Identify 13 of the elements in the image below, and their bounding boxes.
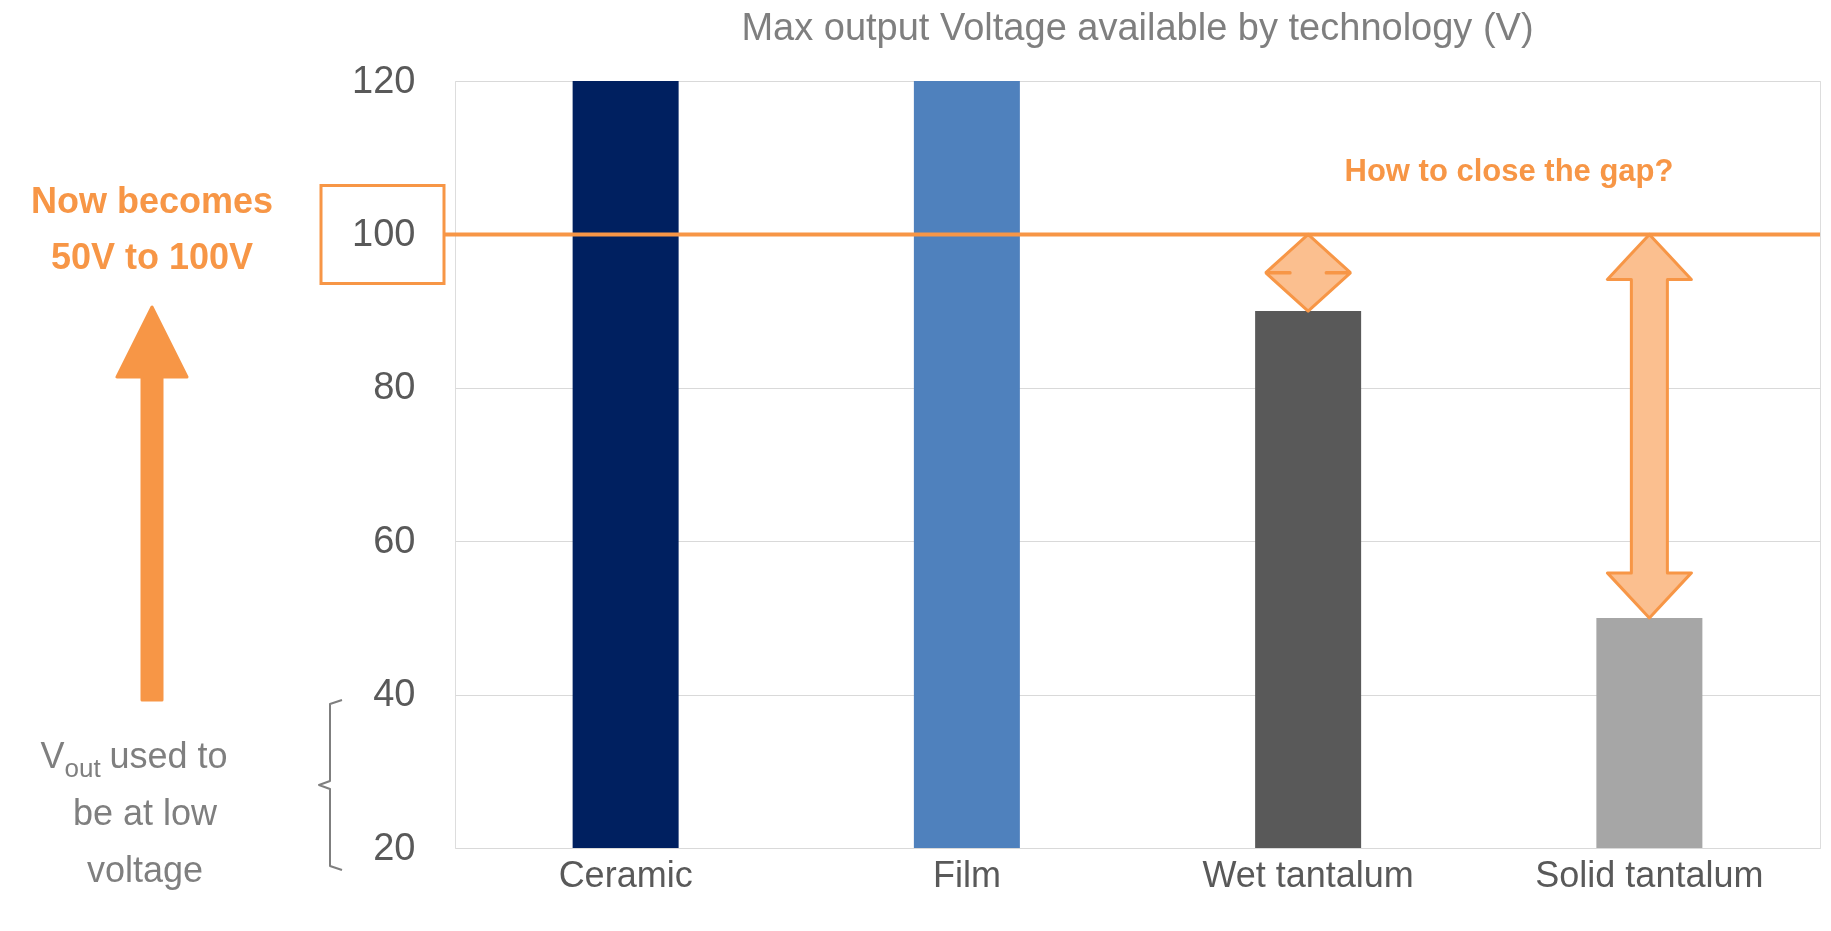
y-tick-label: 80 [373,365,416,408]
x-tick-label: Ceramic [558,853,693,895]
y-tick-label: 20 [373,825,416,868]
y-tick-label: 100 [352,211,416,254]
y-tick-label: 40 [373,672,416,715]
x-tick-label: Film [932,853,1001,895]
x-tick-label: Solid tantalum [1535,853,1764,895]
chart-title: Max output Voltage available by technology (V) [741,6,1534,48]
annotation: How to close the gap? [1344,153,1674,188]
y-tick-label: 120 [352,58,416,101]
y-tick-label: 60 [373,518,416,561]
text: Now becomes 50V to 100V [30,180,274,277]
x-tick-label: Wet tantalum [1202,853,1414,895]
